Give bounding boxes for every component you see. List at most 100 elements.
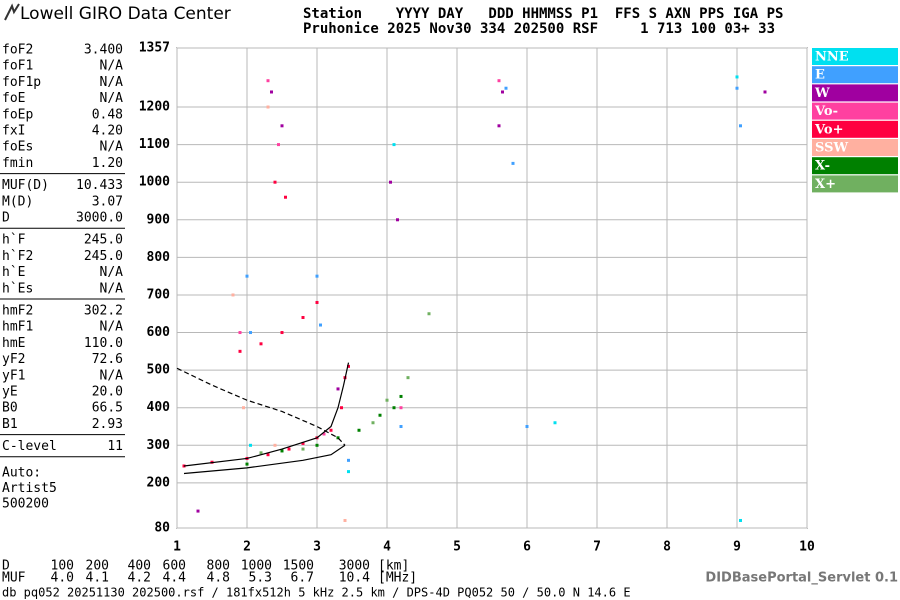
echo-dot [511, 161, 515, 165]
param-name: B0 [2, 401, 18, 416]
footer-value: 200 [86, 559, 109, 574]
header-line: Station YYYY DAY DDD HHMMSS P1 FFS S AXN… [303, 6, 783, 22]
echo-dot [270, 90, 273, 94]
legend-label: NNE [815, 50, 849, 65]
legend-label: E [815, 68, 825, 83]
echo-dot [371, 421, 375, 425]
echo-dot [319, 323, 322, 327]
footer-value: 1000 [241, 559, 272, 574]
param-value: 66.5 [92, 401, 123, 416]
header-line: Pruhonice 2025 Nov30 334 202500 RSF 1 71… [303, 21, 775, 37]
y-tick-label: 1100 [139, 137, 170, 152]
echo-dot [315, 300, 319, 304]
x-tick-label: 6 [523, 540, 531, 555]
legend-label: Vo+ [814, 122, 843, 137]
echo-dot [385, 398, 389, 402]
x-tick-label: 4 [383, 540, 391, 555]
echo-dot [231, 293, 235, 297]
y-tick-label: 80 [154, 521, 170, 536]
legend-label: W [814, 86, 830, 101]
param-value: N/A [100, 91, 124, 106]
echo-dot [378, 413, 382, 417]
echo-dot [242, 406, 245, 410]
param-name: MUF(D) [2, 178, 49, 193]
legend-swatch [812, 66, 898, 84]
echo-dot [347, 458, 350, 462]
param-value: N/A [100, 281, 124, 296]
y-tick-label: 300 [147, 438, 171, 453]
param-value: 72.6 [92, 352, 123, 367]
profile-curve [183, 362, 350, 467]
param-value: 3.400 [84, 43, 123, 58]
echo-dot [406, 376, 410, 380]
param-value: N/A [100, 320, 124, 335]
echo-dot [266, 453, 270, 457]
y-tick-label: 800 [147, 250, 171, 265]
x-tick-label: 3 [313, 540, 321, 555]
x-tick-label: 5 [453, 540, 461, 555]
footer-value: 400 [128, 559, 151, 574]
footer-value: 4.0 [51, 571, 74, 586]
param-name: hmF1 [2, 320, 33, 335]
footer-value: 4.8 [207, 571, 230, 586]
echo-dot [238, 331, 242, 335]
echo-dot [739, 124, 742, 128]
profile-curve [176, 367, 346, 446]
note: Artist5 [2, 481, 57, 496]
param-name: foF1p [2, 75, 41, 90]
param-value: 10.433 [76, 178, 123, 193]
param-name: foE [2, 91, 25, 106]
echo-dot [315, 274, 319, 278]
x-tick-label: 9 [733, 540, 741, 555]
legend-swatch [812, 102, 898, 120]
echo-dot [280, 331, 284, 335]
param-value: N/A [100, 140, 124, 155]
echo-dot [501, 90, 504, 94]
echo-dot [553, 421, 557, 425]
x-tick-label: 2 [243, 540, 251, 555]
param-name: foF2 [2, 43, 33, 58]
legend-label: X+ [815, 177, 836, 192]
echo-dot [343, 518, 347, 522]
param-name: fxI [2, 124, 25, 139]
echo-dot [347, 470, 350, 474]
logo-icon [4, 3, 20, 21]
footer-value: 100 [51, 559, 74, 574]
param-name: yF1 [2, 368, 25, 383]
echo-dot [399, 425, 403, 429]
y-tick-label: 400 [147, 400, 171, 415]
footer-unit: [MHz] [378, 571, 417, 586]
echo-dot [392, 406, 396, 410]
param-name: h`F2 [2, 249, 33, 264]
x-tick-label: 8 [663, 540, 671, 555]
note: 500200 [2, 496, 49, 511]
param-value: 11 [107, 439, 123, 454]
servlet-label: DIDBasePortal_Servlet 0.1 [705, 571, 898, 586]
y-tick-label: 1200 [139, 100, 170, 115]
footer-value: 6.7 [291, 571, 314, 586]
param-name: foEs [2, 140, 33, 155]
param-name: B1 [2, 417, 18, 432]
echo-dot [396, 218, 399, 222]
echo-dot [259, 342, 263, 346]
echo-dot [340, 406, 343, 410]
echo-dot [280, 449, 284, 453]
param-name: yE [2, 385, 18, 400]
echo-dot [336, 436, 340, 440]
footer-value: 5.3 [249, 571, 272, 586]
echo-dot [273, 180, 277, 184]
footer-value: 1500 [283, 559, 314, 574]
legend-swatch [812, 157, 898, 175]
x-tick-label: 1 [173, 540, 181, 555]
param-value: 110.0 [84, 336, 123, 351]
footer-value: 4.4 [163, 571, 187, 586]
echo-dot [497, 124, 501, 128]
legend-label: SSW [815, 141, 848, 156]
echo-dot [249, 443, 252, 447]
echo-dot [266, 105, 270, 109]
logo: Lowell GIRO Data Center [20, 4, 231, 24]
echo-dot [763, 90, 767, 94]
echo-dot [249, 331, 252, 335]
param-name: fmin [2, 156, 33, 171]
